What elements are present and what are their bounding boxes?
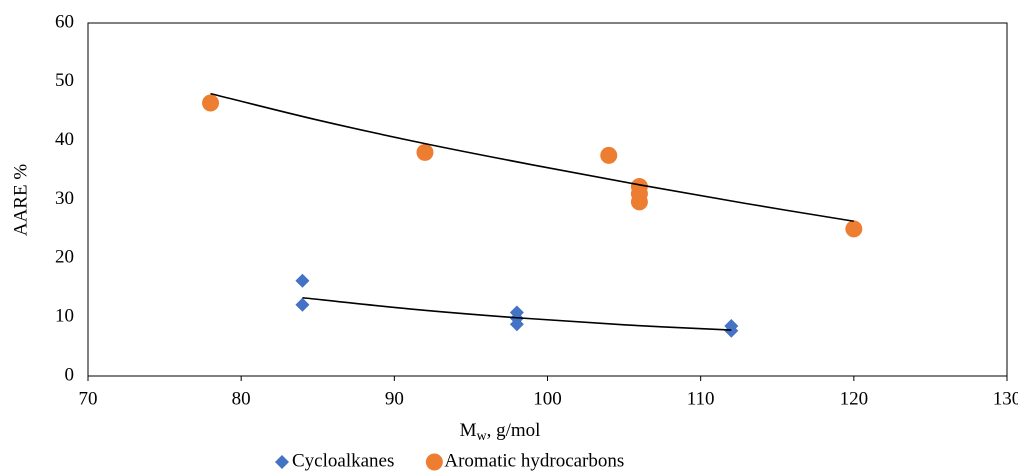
x-tick-label: 100 bbox=[533, 388, 562, 409]
x-tick-label: 70 bbox=[79, 388, 98, 409]
legend-label: Cycloalkanes bbox=[292, 450, 394, 471]
diamond-marker bbox=[295, 297, 310, 312]
x-tick-label: 80 bbox=[232, 388, 251, 409]
trendline bbox=[210, 92, 854, 223]
trendline bbox=[302, 296, 732, 331]
x-tick-label: 90 bbox=[385, 388, 404, 409]
circle-marker bbox=[630, 193, 648, 211]
y-tick-label: 20 bbox=[55, 247, 74, 268]
legend-marker bbox=[425, 453, 443, 471]
y-tick-label: 40 bbox=[55, 129, 74, 150]
circle-marker bbox=[845, 220, 863, 238]
y-tick-label: 10 bbox=[55, 306, 74, 327]
legend-label: Aromatic hydrocarbons bbox=[444, 450, 624, 471]
y-tick-label: 50 bbox=[55, 70, 74, 91]
x-axis-title: Mw, g/mol bbox=[460, 420, 541, 444]
x-axis-title-sub: w bbox=[476, 429, 487, 444]
y-tick-label: 30 bbox=[55, 188, 74, 209]
x-axis-title-rest: , g/mol bbox=[487, 420, 541, 441]
x-tick-label: 120 bbox=[840, 388, 869, 409]
x-tick-label: 130 bbox=[993, 388, 1018, 409]
x-axis-title-base: M bbox=[460, 420, 477, 441]
y-axis-title: AARE % bbox=[10, 164, 31, 236]
legend-marker bbox=[275, 455, 289, 469]
circle-marker bbox=[202, 94, 220, 112]
x-tick-label: 110 bbox=[687, 388, 715, 409]
y-tick-label: 0 bbox=[65, 364, 75, 385]
y-tick-label: 60 bbox=[55, 11, 74, 32]
circle-marker bbox=[416, 143, 434, 161]
diamond-marker bbox=[509, 317, 524, 332]
diamond-marker bbox=[295, 273, 310, 288]
circle-marker bbox=[600, 146, 618, 164]
diamond-marker bbox=[724, 323, 739, 338]
plot-area bbox=[87, 22, 1008, 377]
